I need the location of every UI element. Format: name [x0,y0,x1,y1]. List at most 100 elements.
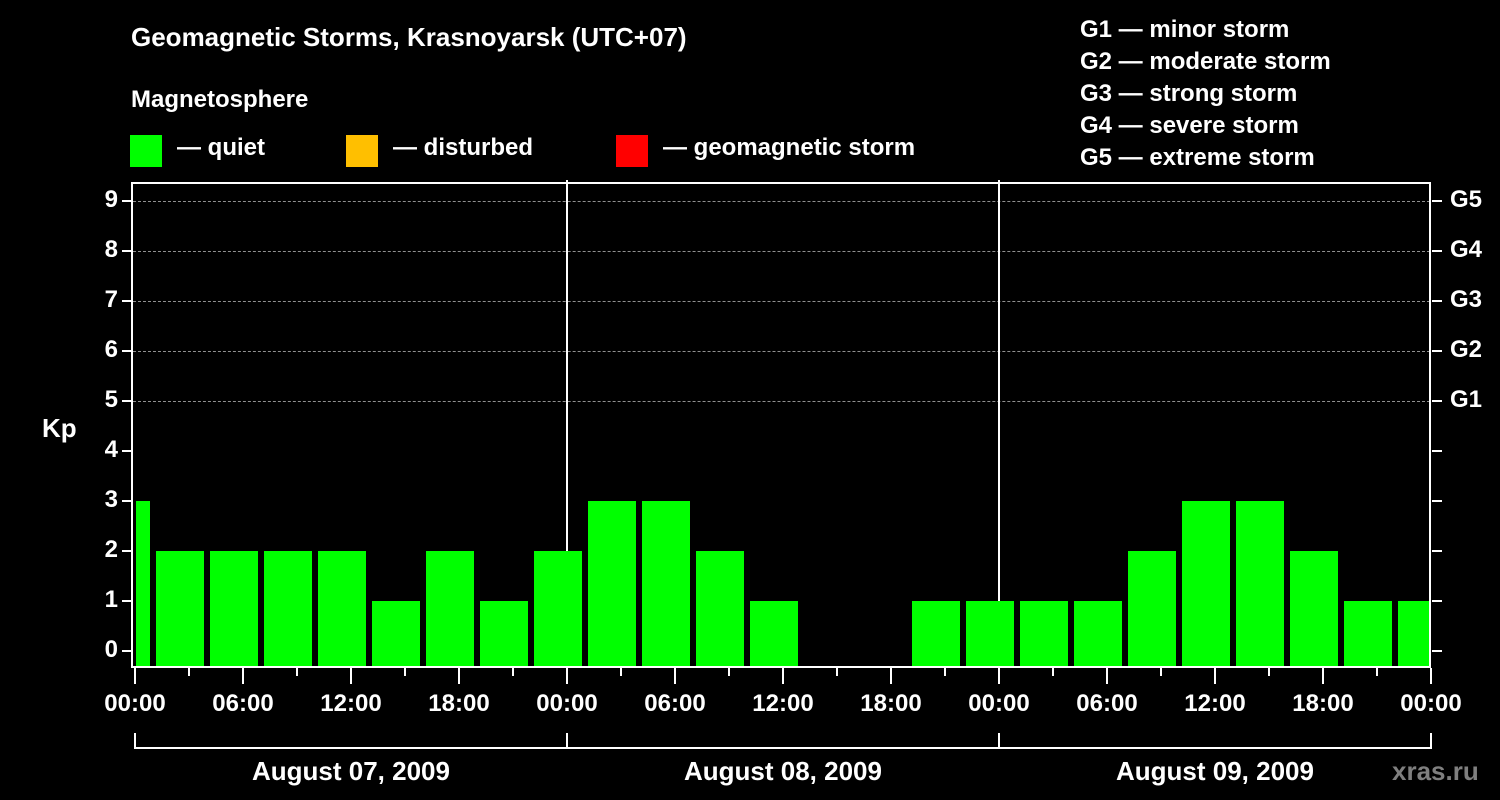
y-tick-label: 1 [104,586,118,613]
date-bracket-tick [134,733,136,749]
kp-bar [534,551,582,668]
date-bracket-tick [566,733,568,749]
x-tick-major [782,668,784,684]
gridline-9 [133,201,1430,202]
kp-bar [1236,501,1284,668]
y-tick [122,400,132,402]
x-tick-major [134,668,136,684]
day-divider [566,180,568,668]
x-tick-major [1322,668,1324,684]
watermark: xras.ru [1392,756,1479,786]
day-divider [998,180,1000,668]
legend-title: Magnetosphere [131,86,309,113]
y-tick-right [1432,400,1442,402]
kp-bar [966,601,1014,668]
x-tick-major [674,668,676,684]
kp-bar [696,551,744,668]
x-tick-label: 12:00 [320,690,382,717]
x-tick-major [1214,668,1216,684]
date-bracket-tick [1430,733,1432,749]
y-tick [122,500,132,502]
y-tick-right [1432,650,1442,652]
x-tick-minor [944,668,946,676]
y-tick [122,650,132,652]
y-tick-right [1432,200,1442,202]
x-tick-minor [836,668,838,676]
x-tick-minor [1376,668,1378,676]
kp-bar [210,551,258,668]
x-tick-label: 18:00 [428,690,490,717]
date-bracket-tick [998,733,1000,749]
kp-bar [1182,501,1230,668]
y-tick [122,250,132,252]
kp-bar [1398,601,1430,668]
y-tick-right [1432,350,1442,352]
y-tick [122,600,132,602]
x-tick-label: 06:00 [212,690,274,717]
x-tick-major [890,668,892,684]
legend-label-storm: — geomagnetic storm [663,134,916,161]
y-tick [122,450,132,452]
x-tick-label: 12:00 [1184,690,1246,717]
kp-bar [372,601,420,668]
y-tick-right [1432,300,1442,302]
y-tick-right [1432,550,1442,552]
x-tick-minor [296,668,298,676]
kp-bar [426,551,474,668]
x-tick-minor [728,668,730,676]
kp-bar [1020,601,1068,668]
kp-bar [318,551,366,668]
y-tick-right [1432,500,1442,502]
legend-swatch-disturbed [346,135,378,167]
kp-bar [136,501,150,668]
x-tick-minor [188,668,190,676]
storm-level-g2: G2 — moderate storm [1080,48,1331,75]
kp-bar [1290,551,1338,668]
storm-level-g3: G3 — strong storm [1080,80,1298,107]
kp-bar [264,551,312,668]
x-tick-major [1106,668,1108,684]
x-tick-label: 18:00 [1292,690,1354,717]
y-tick-label: 9 [104,186,118,213]
x-tick-label: 12:00 [752,690,814,717]
x-tick-major [242,668,244,684]
y-tick [122,200,132,202]
y-tick-right [1432,450,1442,452]
plot-area [131,182,1431,668]
y-tick-label: 6 [104,336,118,363]
kp-bar [480,601,528,668]
y-tick [122,550,132,552]
x-tick-major [998,668,1000,684]
x-tick-label: 06:00 [644,690,706,717]
y-tick [122,300,132,302]
y-tick-right [1432,250,1442,252]
storm-level-g5: G5 — extreme storm [1080,144,1315,171]
y-tick-label: 7 [104,286,118,313]
x-tick-label: 18:00 [860,690,922,717]
kp-bar [1128,551,1176,668]
y-tick-label: 3 [104,486,118,513]
storm-level-tick-label: G1 [1450,386,1483,413]
x-tick-minor [1160,668,1162,676]
x-tick-label: 00:00 [104,690,166,717]
y-tick [122,350,132,352]
date-label-aug-08: August 08, 2009 [684,756,882,786]
x-tick-major [1430,668,1432,684]
gridline-5 [133,401,1430,402]
date-label-aug-09: August 09, 2009 [1116,756,1314,786]
legend-swatch-storm [616,135,648,167]
kp-bar [642,501,690,668]
y-tick-label: 8 [104,236,118,263]
x-tick-minor [404,668,406,676]
gridline-8 [133,251,1430,252]
storm-level-g4: G4 — severe storm [1080,112,1299,139]
y-tick-label: 4 [104,436,118,463]
gridline-6 [133,351,1430,352]
x-tick-label: 00:00 [968,690,1030,717]
legend-label-quiet: — quiet [177,134,265,161]
legend-label-disturbed: — disturbed [393,134,534,161]
chart-title: Geomagnetic Storms, Krasnoyarsk (UTC+07) [131,22,687,52]
x-tick-label: 00:00 [536,690,598,717]
x-tick-major [350,668,352,684]
kp-bar [588,501,636,668]
